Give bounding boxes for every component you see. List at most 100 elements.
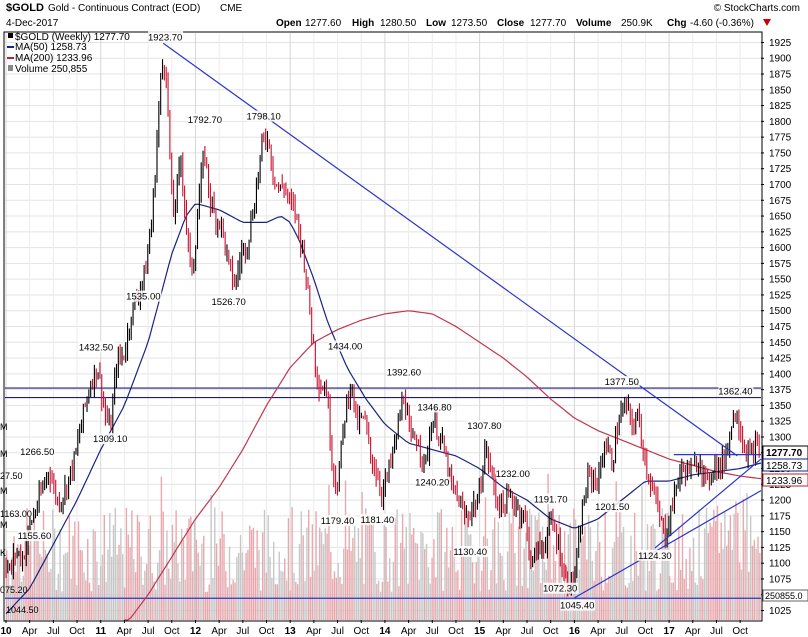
volume-bar: [191, 571, 194, 620]
volume-bar: [506, 551, 509, 620]
volume-bar: [311, 524, 314, 620]
volume-bar: [219, 538, 222, 620]
volume-bar: [101, 554, 104, 620]
volume-bar: [274, 584, 277, 620]
annotation-bg: [126, 290, 162, 302]
volume-bar: [83, 572, 85, 620]
volume-bar: [26, 508, 28, 620]
price-annotation: 1526.70: [211, 297, 245, 308]
volume-bar: [285, 580, 288, 620]
volume-bar: [691, 571, 693, 620]
volume-bar: [64, 553, 67, 620]
volume-bar: [182, 540, 185, 620]
volume-bar: [751, 545, 754, 620]
volume-bar: [107, 549, 109, 620]
low-label: Low: [426, 18, 446, 29]
volume-bar: [479, 591, 481, 620]
volume-bar: [711, 526, 713, 620]
volume-bar: [335, 577, 338, 620]
volume-bar: [273, 541, 275, 620]
volume-bar: [464, 507, 466, 620]
volume-bar: [308, 509, 310, 620]
price-annotation: 1155.60: [18, 531, 52, 542]
volume-bar: [694, 582, 697, 620]
high-label: High: [352, 18, 374, 29]
volume-bar: [234, 582, 236, 620]
legend: $GOLD (Weekly) 1277.70 MA(50) 1258.73 MA…: [7, 32, 130, 75]
volume-bar: [350, 550, 352, 620]
volume-bar: [330, 552, 332, 620]
volume-bar: [326, 533, 328, 620]
volume-bar: [208, 584, 210, 620]
volume-bar: [377, 580, 380, 620]
volume-bar: [225, 571, 227, 620]
y-tick-label: 1725: [769, 164, 792, 175]
volume-bar: [42, 510, 45, 620]
volume-bar: [206, 591, 209, 620]
volume-bar: [703, 528, 706, 620]
y-tick-label: 1350: [769, 401, 792, 412]
volume-bar: [656, 590, 658, 620]
volume-bar: [580, 538, 582, 620]
volume-bar: [659, 573, 662, 620]
price-annotation: 1434.00: [328, 341, 362, 352]
volume-bar: [215, 543, 218, 620]
volume-tag-text: 250855.0: [765, 591, 803, 601]
volume-bar: [267, 514, 269, 620]
volume-bar: [85, 580, 87, 620]
y-tick-label: 1200: [769, 496, 792, 507]
x-tick-label: Oct: [69, 626, 85, 637]
volume-bar: [527, 587, 529, 620]
x-tick-label: Oct: [448, 626, 464, 637]
left-volume-label: K: [0, 548, 6, 558]
volume-bar: [293, 572, 295, 620]
y-tick-label: 1650: [769, 212, 792, 223]
volume-bar: [37, 536, 39, 620]
x-tick-label: 11: [95, 626, 106, 637]
volume-bar: [365, 508, 367, 620]
annotation-bg: [416, 401, 452, 413]
y-tick-label: 1800: [769, 117, 792, 128]
volume-bar: [48, 571, 50, 620]
volume-bar: [249, 525, 251, 620]
volume-bar: [57, 573, 59, 620]
ma50-tag-text: 1258.73: [766, 461, 803, 472]
volume-bar: [258, 549, 260, 620]
x-tick-label: Jul: [331, 626, 344, 637]
volume-bar: [40, 556, 43, 620]
volume-bar: [116, 554, 118, 620]
price-annotation: 1072.30: [543, 584, 577, 595]
volume-bar: [239, 534, 242, 620]
volume-bar: [63, 554, 65, 620]
x-tick-label: Apr: [211, 626, 227, 637]
annotation-bg: [246, 110, 282, 122]
ma50-series: [5, 203, 762, 615]
volume-bar: [74, 521, 76, 620]
volume-bar: [633, 512, 636, 620]
volume-bar: [632, 580, 634, 620]
low-value: 1273.50: [451, 18, 488, 29]
annotation-bg: [467, 420, 503, 432]
volume-bar: [418, 580, 420, 620]
volume-bar: [698, 509, 700, 620]
volume-bar: [109, 513, 111, 620]
volume-bar: [451, 526, 454, 620]
volume-bar: [260, 590, 262, 620]
volume-bar: [333, 571, 336, 620]
volume-bar: [188, 518, 190, 620]
y-tick-label: 1100: [769, 559, 791, 570]
volume-bar: [376, 583, 378, 620]
volume-bar: [676, 590, 678, 620]
volume-bar: [337, 563, 339, 620]
volume-bar: [394, 517, 396, 620]
volume-bar: [99, 566, 102, 620]
volume-bar: [127, 534, 129, 620]
x-tick-label: Jul: [142, 626, 155, 637]
annotation-bg: [211, 295, 247, 307]
volume-bar: [390, 591, 393, 620]
volume-bar: [269, 556, 271, 620]
volume-bar: [433, 539, 435, 620]
left-volume-label: 1163.00: [0, 509, 32, 519]
volume-bar: [457, 570, 459, 620]
volume-bar: [449, 550, 452, 620]
